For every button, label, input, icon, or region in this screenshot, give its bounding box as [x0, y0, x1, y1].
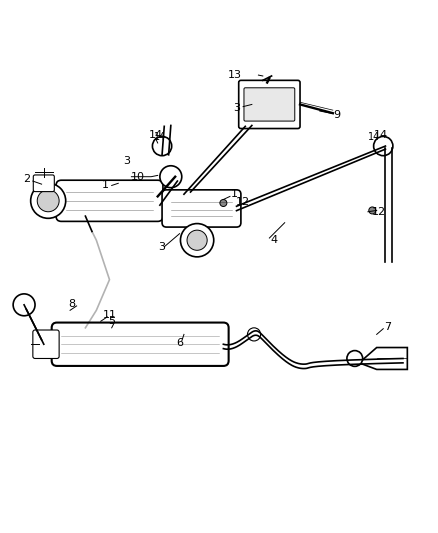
Text: 7: 7 — [384, 321, 391, 332]
FancyBboxPatch shape — [33, 175, 54, 191]
Text: 14: 14 — [374, 130, 388, 140]
Text: 12: 12 — [372, 207, 386, 217]
Text: 2: 2 — [23, 174, 30, 184]
FancyBboxPatch shape — [239, 80, 300, 128]
Text: 3: 3 — [159, 242, 166, 252]
Text: 1: 1 — [231, 189, 238, 199]
FancyBboxPatch shape — [33, 330, 59, 359]
Circle shape — [347, 351, 363, 366]
Circle shape — [220, 199, 227, 206]
Circle shape — [160, 166, 182, 188]
Text: 3: 3 — [124, 156, 131, 166]
Text: 6: 6 — [176, 338, 183, 348]
Circle shape — [180, 223, 214, 257]
FancyBboxPatch shape — [52, 322, 229, 366]
Polygon shape — [359, 348, 407, 369]
Circle shape — [37, 190, 59, 212]
Text: 14: 14 — [154, 132, 166, 142]
Circle shape — [369, 207, 376, 214]
Text: 1: 1 — [102, 181, 109, 190]
Circle shape — [31, 183, 66, 219]
Circle shape — [374, 136, 393, 156]
Text: 14: 14 — [368, 132, 381, 142]
FancyBboxPatch shape — [162, 190, 241, 227]
Circle shape — [187, 230, 207, 251]
Text: 12: 12 — [236, 197, 250, 207]
Text: 3: 3 — [233, 103, 240, 113]
Text: 5: 5 — [108, 316, 115, 326]
Text: 4: 4 — [270, 235, 277, 245]
Text: 10: 10 — [131, 172, 145, 182]
Text: 9: 9 — [334, 109, 341, 119]
Text: 8: 8 — [69, 298, 76, 309]
Text: 13: 13 — [227, 70, 241, 79]
Text: 11: 11 — [102, 310, 117, 320]
Text: 14: 14 — [148, 130, 162, 140]
Circle shape — [152, 136, 172, 156]
Circle shape — [247, 328, 261, 341]
FancyBboxPatch shape — [56, 180, 163, 221]
FancyBboxPatch shape — [244, 88, 295, 121]
Circle shape — [13, 294, 35, 316]
